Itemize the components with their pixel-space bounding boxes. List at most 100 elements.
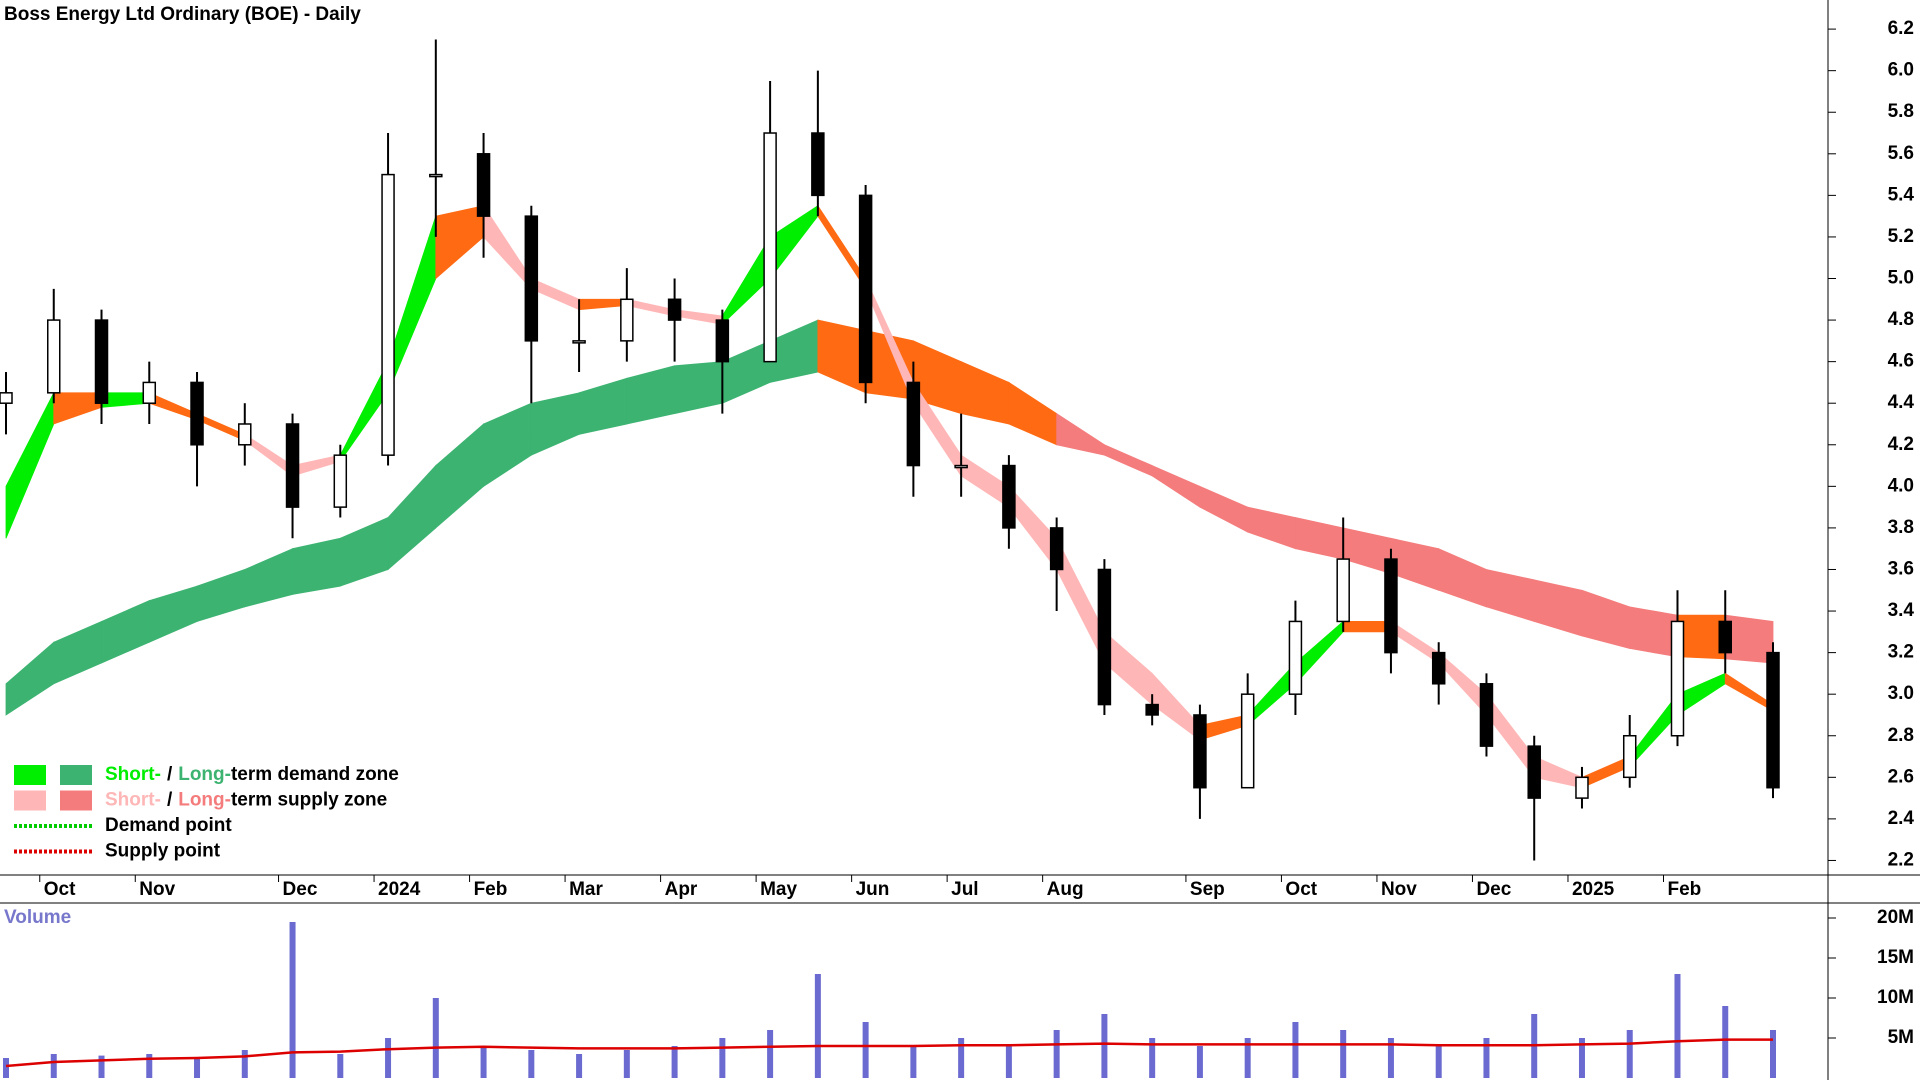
zone-band [578,377,628,435]
zone-band [53,620,102,685]
volume-bar [1626,1030,1633,1078]
zone-band [1629,693,1678,768]
y-tick-label: 5.4 [1888,184,1915,205]
volume-bar [1292,1022,1299,1078]
candle-body [524,215,539,342]
volume-bar [1196,1046,1203,1078]
zone-band [1486,568,1535,622]
x-tick-label: Jun [856,879,890,900]
volume-bar [1340,1030,1347,1078]
zone-band [674,361,723,415]
volume-bar [289,922,296,1078]
y-tick-label: 5.2 [1888,226,1914,247]
legend-text: Supply point [105,841,221,862]
candle-body [1527,745,1541,799]
zone-band [674,309,723,325]
volume-bar [337,1054,344,1078]
zone-band [1342,527,1392,575]
zone-band [530,277,580,311]
candle-body [381,173,395,456]
legend-swatch [14,790,46,811]
y-tick-label: 4.0 [1888,475,1914,496]
y-tick-label: 3.4 [1888,600,1915,621]
candle-body [954,464,968,469]
zone-band [483,402,532,488]
zone-band [1199,485,1249,533]
zone-band [1056,538,1105,664]
candle-body [1622,734,1637,779]
zone-band [1199,714,1249,741]
volume-bar [1722,1006,1729,1078]
zone-band [1104,444,1153,477]
volume-bar [98,1055,105,1078]
candle-body [811,132,825,197]
x-tick-label: 2024 [378,879,421,900]
zone-band [1533,579,1583,637]
volume-bar [1005,1046,1012,1078]
zone-band [196,568,246,622]
zone-band [5,392,55,539]
candle-body [1718,620,1732,654]
zone-band [1724,672,1774,712]
volume-bar [1101,1014,1108,1078]
zone-band [53,392,102,425]
zone-band [817,319,867,394]
zone-band [578,298,628,311]
zone-band [1581,589,1631,649]
zone-band [960,454,1010,508]
volume-bar [50,1054,57,1078]
y-tick-label: 10M [1877,987,1914,1008]
x-tick-label: Dec [1476,879,1511,900]
volume-bar [719,1038,726,1078]
candle-body [285,423,300,508]
zone-band [1533,755,1583,789]
y-tick-label: 4.4 [1888,392,1915,413]
y-tick-label: 3.6 [1888,558,1914,579]
volume-bar [1244,1038,1251,1078]
zone-band [1677,614,1726,660]
candle-body [620,298,634,342]
candle-body [1288,620,1303,695]
y-tick-label: 3.2 [1888,642,1914,663]
zone-band [960,361,1010,425]
x-tick-label: May [760,879,797,900]
legend-swatch [60,790,92,811]
zone-band [721,235,771,326]
legend-text: Long- [178,790,231,811]
zone-band [292,537,341,595]
x-tick-label: Feb [474,879,508,900]
zone-band [387,216,437,393]
x-tick-label: 2025 [1572,879,1615,900]
chart-title: Boss Energy Ltd Ordinary (BOE) - Daily [4,4,361,25]
candle-body [47,319,61,394]
volume-title: Volume [4,907,71,928]
candle-body [1336,558,1350,623]
y-tick-label: 2.8 [1888,725,1914,746]
x-tick-label: Sep [1190,879,1225,900]
candle-body [858,194,873,384]
zone-band [435,205,484,280]
y-tick-label: 20M [1877,907,1914,928]
zone-band [101,392,150,408]
volume-bar [623,1050,630,1078]
candle-body [763,132,777,363]
y-tick-label: 5.6 [1888,143,1914,164]
legend-swatch [14,765,46,785]
x-tick-label: Mar [569,879,603,900]
candle-body [333,454,348,508]
zone-band [769,205,819,280]
zone-band [1390,620,1440,664]
zone-band [1438,548,1487,608]
zone-band [5,641,55,716]
volume-bar [241,1050,248,1078]
volume-bar [958,1038,965,1078]
legend-swatch [60,765,92,785]
legend-label: Short- / Long-term supply zone [105,790,387,811]
volume-bar [385,1038,392,1078]
volume-bar [1053,1030,1060,1078]
candle-body [1670,620,1685,737]
candle-body [1384,558,1398,654]
volume-bar [576,1054,583,1078]
volume-average [5,1038,1773,1068]
y-tick-label: 5M [1888,1027,1914,1048]
